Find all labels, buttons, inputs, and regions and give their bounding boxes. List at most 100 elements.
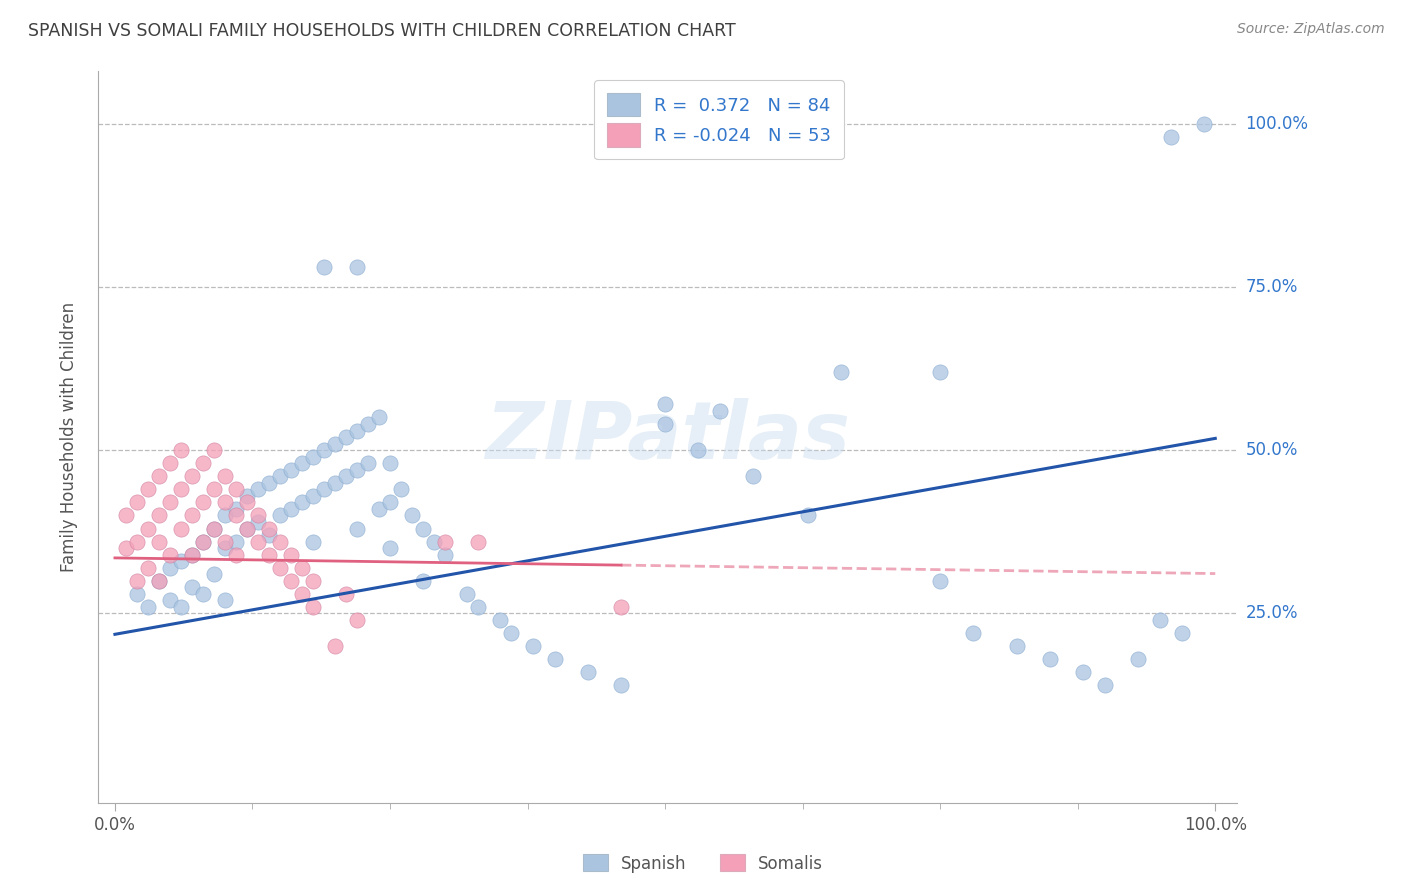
Point — [323, 475, 346, 490]
Point — [159, 560, 181, 574]
Point — [544, 652, 567, 666]
Text: 50.0%: 50.0% — [1246, 442, 1298, 459]
Point — [291, 560, 314, 574]
Point — [688, 443, 710, 458]
Point — [170, 443, 193, 458]
Point — [202, 521, 225, 535]
Point — [456, 587, 478, 601]
Point — [709, 404, 731, 418]
Point — [159, 548, 181, 562]
Point — [159, 593, 181, 607]
Point — [654, 417, 676, 431]
Point — [269, 560, 291, 574]
Y-axis label: Family Households with Children: Family Households with Children — [59, 302, 77, 572]
Text: 25.0%: 25.0% — [1246, 605, 1298, 623]
Point — [148, 469, 170, 483]
Point — [302, 574, 325, 588]
Point — [312, 260, 335, 275]
Point — [246, 483, 269, 497]
Point — [378, 456, 401, 470]
Point — [489, 613, 512, 627]
Point — [1194, 117, 1216, 131]
Point — [148, 574, 170, 588]
Point — [401, 508, 423, 523]
Point — [191, 495, 214, 509]
Point — [225, 502, 247, 516]
Point — [499, 626, 522, 640]
Point — [269, 469, 291, 483]
Point — [191, 456, 214, 470]
Point — [125, 534, 148, 549]
Point — [191, 534, 214, 549]
Point — [246, 515, 269, 529]
Point — [610, 599, 633, 614]
Point — [1039, 652, 1062, 666]
Point — [1071, 665, 1094, 680]
Point — [257, 528, 280, 542]
Point — [467, 599, 489, 614]
Point — [368, 502, 391, 516]
Point — [202, 521, 225, 535]
Point — [291, 456, 314, 470]
Point — [797, 508, 820, 523]
Point — [335, 430, 357, 444]
Point — [170, 554, 193, 568]
Point — [423, 534, 446, 549]
Point — [346, 613, 368, 627]
Point — [1171, 626, 1194, 640]
Point — [225, 548, 247, 562]
Point — [236, 521, 259, 535]
Point — [181, 469, 204, 483]
Point — [280, 463, 302, 477]
Point — [1149, 613, 1171, 627]
Point — [302, 599, 325, 614]
Point — [214, 469, 236, 483]
Point — [191, 587, 214, 601]
Point — [346, 463, 368, 477]
Point — [236, 521, 259, 535]
Point — [148, 534, 170, 549]
Point — [346, 424, 368, 438]
Text: SPANISH VS SOMALI FAMILY HOUSEHOLDS WITH CHILDREN CORRELATION CHART: SPANISH VS SOMALI FAMILY HOUSEHOLDS WITH… — [28, 22, 735, 40]
Point — [159, 495, 181, 509]
Point — [136, 521, 159, 535]
Point — [202, 567, 225, 582]
Point — [236, 495, 259, 509]
Point — [929, 365, 952, 379]
Point — [389, 483, 412, 497]
Point — [115, 508, 138, 523]
Point — [246, 508, 269, 523]
Point — [280, 548, 302, 562]
Text: 75.0%: 75.0% — [1246, 278, 1298, 296]
Point — [236, 489, 259, 503]
Point — [170, 599, 193, 614]
Point — [125, 587, 148, 601]
Point — [346, 260, 368, 275]
Point — [159, 456, 181, 470]
Point — [214, 495, 236, 509]
Point — [214, 593, 236, 607]
Point — [291, 495, 314, 509]
Point — [378, 541, 401, 555]
Legend: R =  0.372   N = 84, R = -0.024   N = 53: R = 0.372 N = 84, R = -0.024 N = 53 — [595, 80, 844, 160]
Point — [136, 599, 159, 614]
Point — [830, 365, 852, 379]
Point — [225, 508, 247, 523]
Point — [335, 469, 357, 483]
Point — [257, 548, 280, 562]
Point — [291, 587, 314, 601]
Point — [246, 534, 269, 549]
Point — [929, 574, 952, 588]
Point — [312, 483, 335, 497]
Point — [323, 436, 346, 450]
Point — [742, 469, 765, 483]
Point — [136, 560, 159, 574]
Point — [181, 508, 204, 523]
Point — [302, 489, 325, 503]
Point — [125, 574, 148, 588]
Text: Source: ZipAtlas.com: Source: ZipAtlas.com — [1237, 22, 1385, 37]
Point — [412, 521, 434, 535]
Point — [214, 541, 236, 555]
Point — [522, 639, 544, 653]
Point — [170, 521, 193, 535]
